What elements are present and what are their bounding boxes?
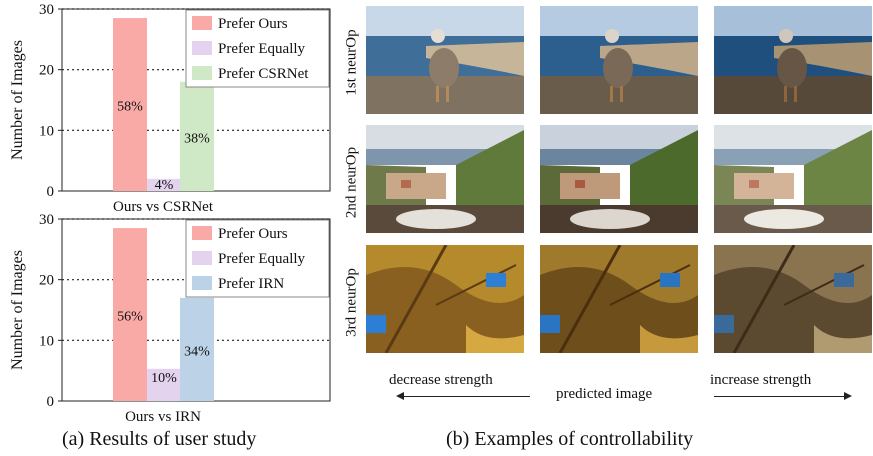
chart-1-legend-swatch-2 (192, 41, 212, 55)
chart-1-bar-3 (180, 81, 214, 191)
chart-1-ytick-label-2: 20 (39, 63, 54, 79)
chart-2-data-label-2: 10% (151, 371, 177, 386)
example-image-3-decrease (366, 245, 524, 353)
decrease-arrow (398, 396, 530, 397)
example-image-2-decrease (366, 125, 524, 233)
example-image-2-increase (714, 125, 872, 233)
chart-1-bar-1 (113, 18, 147, 191)
chart-1-data-label-2: 4% (155, 178, 174, 193)
increase-arrow-head (844, 392, 852, 400)
chart-1-legend-label-1: Prefer Ours (218, 16, 288, 32)
increase-arrow (714, 396, 846, 397)
example-image-1-increase (714, 6, 872, 114)
chart-1-ytick-label-0: 0 (47, 184, 55, 200)
chart-2-ytick-label-2: 20 (39, 273, 54, 289)
user-study-charts: 0 10 20 30 58% 4% 38% Ours vs CSRNet Number of I… (9, 2, 331, 425)
example-image-1-predicted (540, 6, 698, 114)
predicted-image-label: predicted image (556, 386, 653, 402)
chart-2-bar-3 (180, 297, 214, 401)
chart-2-bar-2 (147, 368, 181, 401)
chart-2-ytick-label-3: 30 (39, 212, 54, 228)
chart-1-legend-label-2: Prefer Equally (218, 41, 306, 57)
chart-2-legend-swatch-2 (192, 251, 212, 265)
decrease-strength-label: decrease strength (389, 372, 493, 388)
chart-1-ytick-label-1: 10 (39, 123, 54, 139)
chart-2-ylabel: Number of Images (9, 250, 26, 370)
caption-right: (b) Examples of controllability (446, 428, 694, 450)
chart-2-legend-swatch-1 (192, 226, 212, 240)
chart-1-legend-swatch-3 (192, 66, 212, 80)
example-image-3-predicted (540, 245, 698, 353)
example-image-3-increase (714, 245, 872, 353)
chart-1-ytick-label-3: 30 (39, 2, 54, 18)
decrease-arrow-head (396, 392, 404, 400)
row-label-2: 2nd neurOp (343, 146, 360, 219)
chart-2-ytick-label-1: 10 (39, 333, 54, 349)
chart-1-xlabel: Ours vs CSRNet (113, 199, 214, 215)
chart-2-bar-1 (113, 228, 147, 401)
chart-1-legend-label-3: Prefer CSRNet (218, 66, 309, 82)
caption-left: (a) Results of user study (62, 428, 257, 450)
chart-2-ytick-label-0: 0 (47, 394, 55, 410)
chart-2-data-label-1: 56% (117, 310, 143, 325)
chart-1-bar-2 (147, 178, 181, 191)
chart-1-ylabel: Number of Images (9, 40, 26, 160)
chart-2-data-label-3: 34% (184, 344, 210, 359)
example-image-2-predicted (540, 125, 698, 233)
chart-1-data-label-1: 58% (117, 100, 143, 115)
chart-2-legend-label-2: Prefer Equally (218, 251, 306, 267)
row-label-1: 1st neurOp (343, 29, 360, 96)
example-image-1-decrease (366, 6, 524, 114)
increase-strength-label: increase strength (710, 372, 812, 388)
row-label-3: 3rd neurOp (343, 268, 360, 337)
chart-2-legend-label-3: Prefer IRN (218, 276, 284, 292)
chart-2-legend-label-1: Prefer Ours (218, 226, 288, 242)
chart-1-data-label-3: 38% (184, 131, 210, 146)
chart-2-legend-swatch-3 (192, 276, 212, 290)
chart-2-xlabel: Ours vs IRN (125, 409, 201, 425)
chart-1-legend-swatch-1 (192, 16, 212, 30)
